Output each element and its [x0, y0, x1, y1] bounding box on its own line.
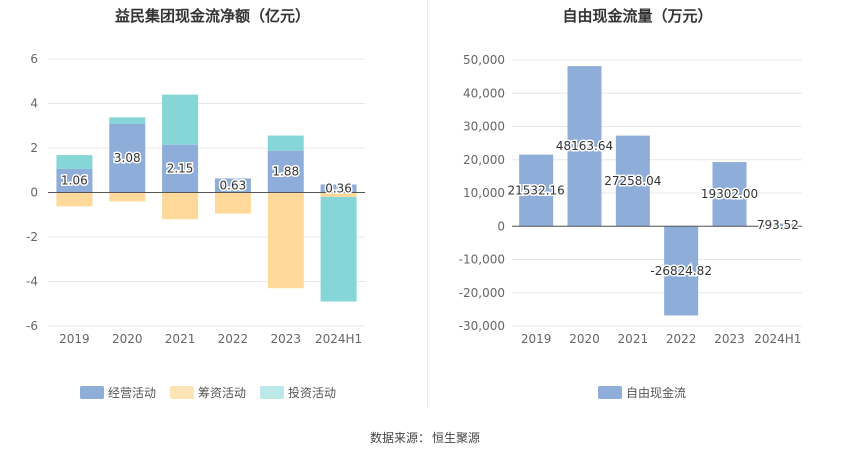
y-tick-label: 20,000 [463, 153, 505, 167]
data-label: 27258.04 [604, 174, 661, 188]
bar [615, 135, 650, 227]
legend-label-financing: 筹资活动 [198, 386, 247, 400]
free-cash-flow-legend: 自由现金流 [598, 384, 686, 401]
y-tick-label: -4 [26, 275, 38, 289]
x-tick-label: 2019 [59, 332, 90, 346]
y-tick-label: 30,000 [463, 120, 505, 134]
bar-segment [109, 123, 146, 193]
bar-segment [267, 135, 304, 151]
data-label: 48163.64 [556, 139, 613, 153]
bar [664, 226, 699, 316]
legend-label-free-cash-flow: 自由现金流 [626, 386, 687, 400]
bar [519, 154, 554, 227]
y-tick-label: -10,000 [459, 253, 505, 267]
legend-swatch-free-cash-flow [598, 386, 622, 399]
bar-segment [56, 168, 93, 193]
bar-segment [320, 196, 357, 302]
y-tick-label: -30,000 [459, 319, 505, 333]
data-source: 数据来源： 恒生聚源 [0, 429, 850, 446]
x-tick-label: 2024H1 [315, 332, 362, 346]
data-label: 793.52 [757, 218, 799, 232]
x-tick-label: 2021 [165, 332, 196, 346]
bar [567, 66, 602, 227]
x-tick-label: 2021 [618, 332, 649, 346]
x-tick-label: 2020 [112, 332, 143, 346]
cash-flow-chart-title: 益民集团现金流净额（亿元） [114, 7, 310, 25]
y-tick-label: 40,000 [463, 86, 505, 100]
x-tick-label: 2022 [218, 332, 249, 346]
x-tick-label: 2019 [521, 332, 552, 346]
y-tick-label: 4 [30, 97, 38, 111]
data-label: 19302.00 [701, 187, 758, 201]
data-label: 1.88 [272, 165, 299, 179]
y-tick-label: 2 [30, 141, 38, 155]
bar-segment [109, 192, 146, 202]
legend-item-free-cash-flow[interactable]: 自由现金流 [598, 384, 686, 401]
data-label: 1.06 [61, 174, 88, 188]
x-tick-label: 2020 [569, 332, 600, 346]
y-tick-label: 6 [30, 52, 38, 66]
data-label: 0.63 [220, 178, 247, 192]
data-label: 0.36 [325, 181, 352, 195]
data-label: 3.08 [114, 151, 141, 165]
bar-segment [56, 192, 93, 207]
legend-item-financing[interactable]: 筹资活动 [170, 384, 246, 401]
legend-label-operating: 经营活动 [108, 386, 157, 400]
bar-segment [320, 192, 357, 197]
y-tick-label: -6 [26, 319, 38, 333]
y-tick-label: 0 [497, 219, 505, 233]
bar-segment [214, 192, 251, 214]
cash-flow-chart: 6 4 2 0 -2 -4 -6 2019 2020 2021 2022 2023 2024H1 1.06… [26, 52, 365, 346]
data-source-label: 数据来源： [369, 431, 430, 445]
bar-segment [162, 94, 199, 145]
y-tick-label: 50,000 [463, 53, 505, 67]
legend-swatch-investing [260, 386, 285, 399]
x-tick-label: 2023 [270, 332, 301, 346]
bar-segment [320, 184, 357, 193]
y-tick-label: -20,000 [459, 286, 505, 300]
bar-segment [162, 192, 199, 220]
data-source-value: 恒生聚源 [432, 431, 481, 445]
legend-swatch-financing [170, 386, 195, 399]
y-tick-label: 0 [30, 186, 38, 200]
bar-segment [162, 144, 199, 193]
legend-label-investing: 投资活动 [288, 386, 337, 400]
legend-swatch-operating [80, 386, 104, 399]
x-tick-label: 2022 [666, 332, 697, 346]
free-cash-flow-chart-title: 自由现金流量（万元） [562, 7, 713, 25]
y-tick-label: 10,000 [463, 186, 505, 200]
cash-flow-legend: 经营活动 筹资活动 投资活动 [80, 384, 336, 401]
bar-segment [214, 178, 251, 193]
legend-item-investing[interactable]: 投资活动 [260, 384, 336, 401]
data-label: 2.15 [167, 162, 194, 176]
bar [760, 223, 795, 227]
legend-item-operating[interactable]: 经营活动 [80, 384, 156, 401]
chart-divider [427, 0, 428, 408]
data-label: -26824.82 [650, 264, 712, 278]
bar-segment [56, 155, 93, 169]
bar [712, 162, 747, 227]
free-cash-flow-chart: 50,000 40,000 30,000 20,000 10,000 0 -10,000 -2… [459, 53, 802, 346]
bar-segment [267, 192, 304, 289]
bar-segment [109, 117, 146, 124]
x-tick-label: 2023 [714, 332, 745, 346]
x-tick-label: 2024H1 [754, 332, 801, 346]
bar-segment [267, 150, 304, 193]
y-tick-label: -2 [26, 230, 38, 244]
data-label: 21532.16 [508, 183, 565, 197]
